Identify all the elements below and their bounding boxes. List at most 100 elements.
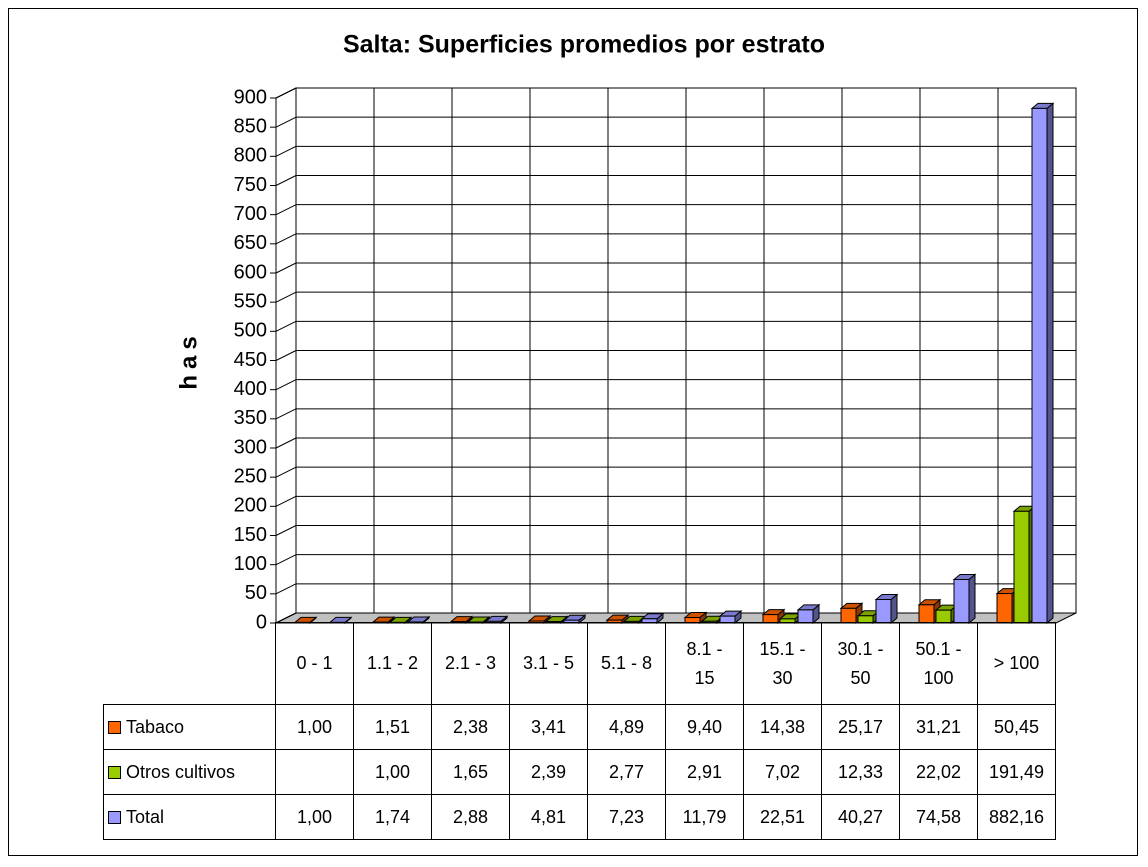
- value-cell: 2,88: [431, 794, 510, 840]
- legend-key: [108, 765, 121, 779]
- legend-cell: Total: [103, 794, 276, 840]
- value-cell: 50,45: [977, 704, 1056, 750]
- value-cell: [275, 749, 354, 795]
- grid-line-side: [275, 291, 297, 303]
- value-cell: 1,00: [353, 749, 432, 795]
- value-cell: 1,65: [431, 749, 510, 795]
- value-cell: 2,77: [587, 749, 666, 795]
- y-tick-label: 800: [234, 145, 267, 167]
- y-tick-label: 600: [234, 261, 267, 283]
- value-cell: 1,51: [353, 704, 432, 750]
- grid-line-side: [275, 554, 297, 566]
- value-cell: 11,79: [665, 794, 744, 840]
- bar: [779, 618, 796, 624]
- legend-key: [108, 810, 121, 824]
- category-cell: 2.1 - 3: [431, 622, 510, 705]
- value-cell: 31,21: [899, 704, 978, 750]
- grid-line-side: [275, 233, 297, 245]
- value-cell: 7,02: [743, 749, 822, 795]
- grid-line-side: [275, 525, 297, 536]
- category-cell: 5.1 - 8: [587, 622, 666, 705]
- legend-key: [108, 720, 121, 734]
- chart-frame: [8, 8, 1138, 856]
- y-tick-label: 150: [234, 524, 267, 546]
- value-cell: 4,89: [587, 704, 666, 750]
- legend-label: Tabaco: [126, 716, 185, 737]
- category-cell: > 100: [977, 622, 1056, 705]
- grid-line-side: [275, 262, 297, 274]
- y-tick-label: 200: [234, 495, 267, 517]
- category-cell: 0 - 1: [275, 622, 354, 705]
- y-axis-title: has: [175, 330, 202, 389]
- grid-line-side: [275, 583, 297, 595]
- category-cell: 30.1 - 50: [821, 622, 900, 705]
- grid-line-side: [275, 116, 297, 128]
- y-tick-label: 850: [234, 115, 267, 137]
- category-cell: 8.1 - 15: [665, 622, 744, 705]
- value-cell: 22,51: [743, 794, 822, 840]
- legend-label: Total: [126, 806, 165, 827]
- value-cell: 12,33: [821, 749, 900, 795]
- value-cell: 1,00: [275, 704, 354, 750]
- grid-line-side: [275, 204, 297, 216]
- category-cell: 50.1 - 100: [899, 622, 978, 705]
- y-tick-label: 300: [234, 436, 267, 458]
- chart-title: Salta: Superficies promedios por estrato: [343, 31, 825, 59]
- y-tick-label: 500: [234, 320, 267, 342]
- y-tick-label: 650: [234, 232, 267, 254]
- bar: [935, 609, 952, 624]
- grid-line-side: [275, 87, 297, 99]
- grid-line-side: [275, 175, 297, 186]
- y-tick-label: 250: [234, 465, 267, 487]
- value-cell: 7,23: [587, 794, 666, 840]
- bar: [762, 614, 779, 624]
- bar: [840, 607, 857, 624]
- grid-line-side: [275, 379, 297, 391]
- value-cell: 882,16: [977, 794, 1056, 840]
- y-tick-label: 100: [234, 553, 267, 575]
- bar: [1031, 107, 1048, 624]
- grid-line-side: [275, 408, 297, 420]
- bar: [875, 599, 892, 624]
- value-cell: 191,49: [977, 749, 1056, 795]
- value-cell: 22,02: [899, 749, 978, 795]
- category-cell: 1.1 - 2: [353, 622, 432, 705]
- y-tick-label: 900: [234, 86, 267, 108]
- legend-cell: Otros cultivos: [103, 749, 276, 795]
- value-cell: 74,58: [899, 794, 978, 840]
- value-cell: 2,38: [431, 704, 510, 750]
- grid-line-side: [275, 145, 297, 157]
- value-cell: 1,74: [353, 794, 432, 840]
- bar: [953, 578, 970, 624]
- value-cell: 9,40: [665, 704, 744, 750]
- value-cell: 2,39: [509, 749, 588, 795]
- grid-line-side: [275, 437, 297, 449]
- category-cell: 15.1 - 30: [743, 622, 822, 705]
- grid-line-side: [275, 495, 297, 507]
- category-cell: 3.1 - 5: [509, 622, 588, 705]
- value-cell: 4,81: [509, 794, 588, 840]
- y-tick-label: 450: [234, 349, 267, 371]
- bar: [606, 619, 623, 624]
- y-tick-label: 350: [234, 407, 267, 429]
- legend-cell: Tabaco: [103, 704, 276, 750]
- bar-side: [1046, 102, 1054, 625]
- grid-line-side: [275, 320, 297, 332]
- y-tick-label: 0: [256, 611, 267, 633]
- value-cell: 40,27: [821, 794, 900, 840]
- value-cell: 14,38: [743, 704, 822, 750]
- legend-label: Otros cultivos: [126, 761, 236, 782]
- y-tick-label: 50: [245, 582, 267, 604]
- grid-line-side: [275, 350, 297, 361]
- value-cell: 1,00: [275, 794, 354, 840]
- y-tick-label: 700: [234, 203, 267, 225]
- value-cell: 2,91: [665, 749, 744, 795]
- y-tick-label: 400: [234, 378, 267, 400]
- bar: [1013, 510, 1030, 624]
- grid-line-side: [275, 612, 297, 624]
- y-tick-label: 550: [234, 290, 267, 312]
- grid-line-side: [275, 466, 297, 478]
- value-cell: 25,17: [821, 704, 900, 750]
